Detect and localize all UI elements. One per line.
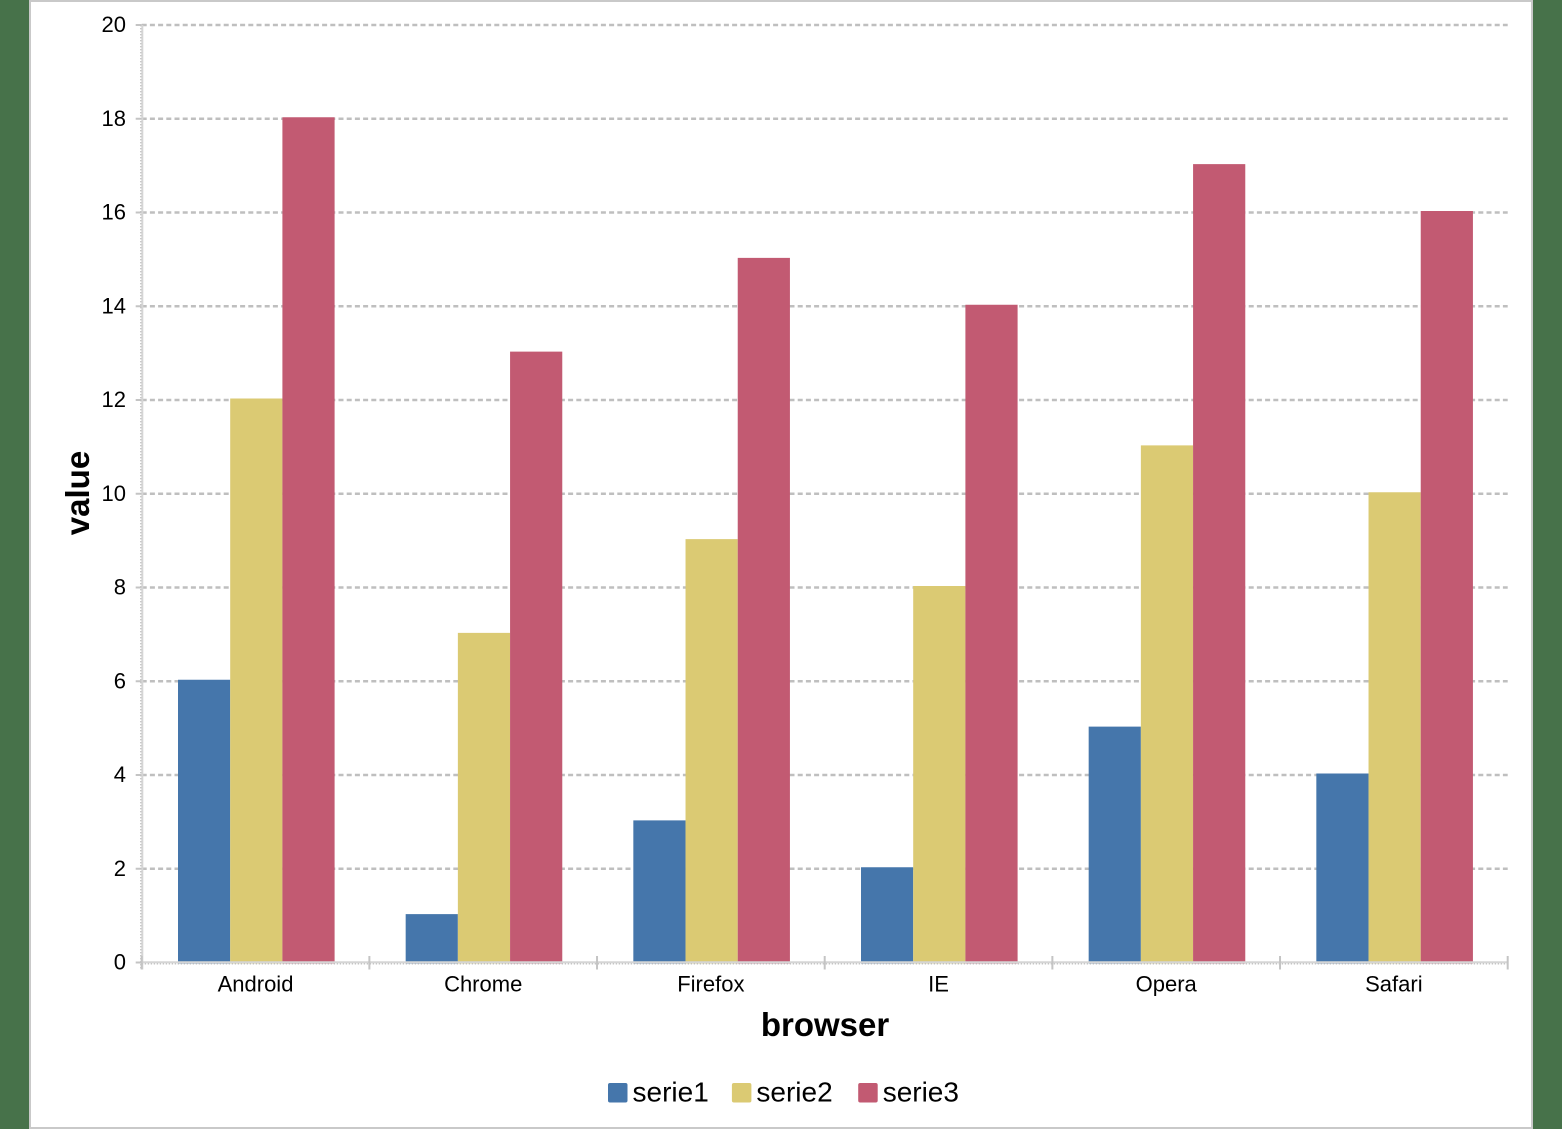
svg-text:8: 8: [114, 575, 126, 600]
svg-text:serie1: serie1: [633, 1076, 709, 1107]
svg-text:serie3: serie3: [883, 1076, 959, 1107]
svg-text:10: 10: [102, 481, 126, 506]
svg-text:12: 12: [102, 387, 126, 412]
svg-text:20: 20: [102, 12, 126, 37]
svg-text:Firefox: Firefox: [677, 972, 744, 997]
svg-text:14: 14: [102, 293, 126, 318]
svg-text:value: value: [59, 451, 96, 535]
svg-text:6: 6: [114, 668, 126, 693]
svg-text:2: 2: [114, 856, 126, 881]
svg-text:18: 18: [102, 106, 126, 131]
svg-text:IE: IE: [928, 972, 949, 997]
svg-text:Android: Android: [218, 972, 294, 997]
svg-text:Chrome: Chrome: [444, 972, 522, 997]
svg-text:16: 16: [102, 200, 126, 225]
svg-text:Safari: Safari: [1365, 972, 1422, 997]
svg-text:browser: browser: [761, 1006, 890, 1043]
svg-text:0: 0: [114, 950, 126, 975]
svg-text:4: 4: [114, 762, 126, 787]
svg-text:Opera: Opera: [1136, 972, 1198, 997]
svg-text:serie2: serie2: [756, 1076, 832, 1107]
